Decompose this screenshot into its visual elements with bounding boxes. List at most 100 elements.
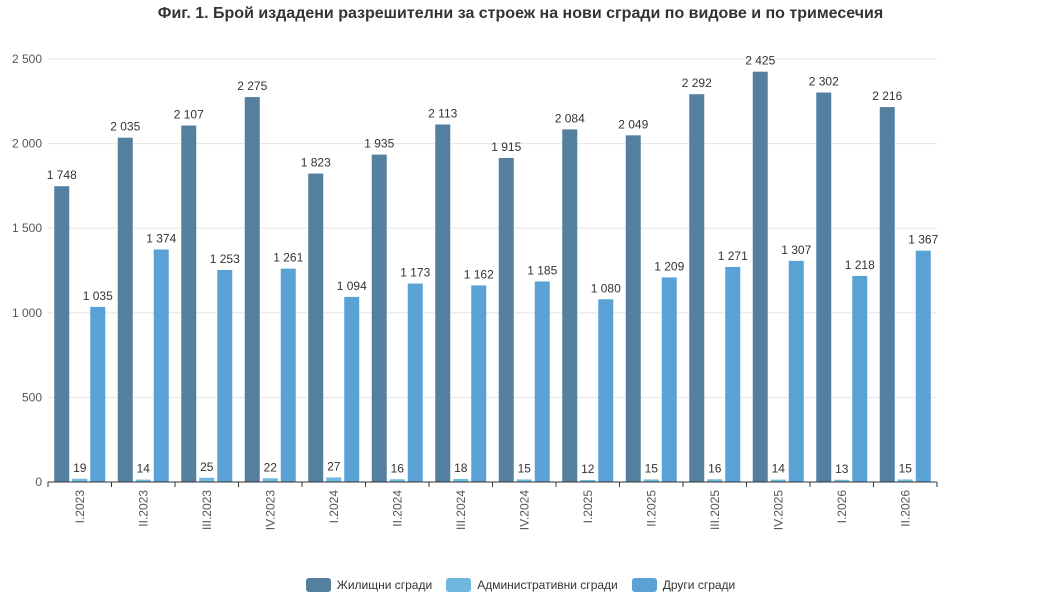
bar[interactable] — [562, 129, 578, 482]
data-label: 1 748 — [47, 168, 77, 182]
bar[interactable] — [217, 269, 233, 482]
legend-item[interactable]: Други сгради — [631, 578, 736, 592]
x-tick-label: I.2025 — [581, 490, 595, 524]
bar[interactable] — [389, 479, 405, 482]
bar[interactable] — [534, 281, 550, 482]
x-tick-label: III.2025 — [708, 490, 722, 530]
bar[interactable] — [407, 283, 423, 482]
bar[interactable] — [788, 260, 804, 482]
bar[interactable] — [435, 124, 451, 482]
x-tick-label: I.2026 — [835, 490, 849, 524]
bar[interactable] — [72, 478, 88, 482]
legend-item[interactable]: Административни сгради — [446, 578, 618, 592]
data-label: 16 — [391, 461, 405, 475]
data-label: 2 113 — [428, 106, 457, 120]
data-label: 1 367 — [908, 233, 938, 247]
bar[interactable] — [471, 285, 487, 482]
data-label: 15 — [518, 461, 532, 475]
bar[interactable] — [371, 154, 387, 482]
bar[interactable] — [199, 477, 215, 482]
data-label: 14 — [772, 462, 786, 476]
bar[interactable] — [308, 173, 324, 482]
x-tick-label: III.2023 — [200, 490, 214, 530]
bar[interactable] — [54, 186, 70, 482]
data-label: 1 209 — [654, 259, 684, 273]
data-label: 1 261 — [273, 251, 303, 265]
y-tick-label: 2 500 — [12, 52, 42, 66]
x-tick-label: IV.2024 — [517, 490, 531, 531]
bar[interactable] — [879, 107, 895, 483]
bar[interactable] — [90, 306, 106, 482]
data-label: 1 185 — [527, 263, 557, 277]
bar[interactable] — [689, 94, 705, 482]
bar[interactable] — [834, 479, 850, 482]
y-tick-label: 500 — [22, 390, 42, 404]
data-label: 12 — [581, 462, 595, 476]
bar[interactable] — [262, 478, 278, 482]
data-label: 1 935 — [364, 137, 394, 151]
bar[interactable] — [181, 125, 197, 482]
x-tick-label: II.2024 — [390, 490, 404, 527]
bar[interactable] — [326, 477, 342, 482]
bar[interactable] — [453, 478, 469, 482]
data-label: 14 — [137, 462, 151, 476]
bar[interactable] — [598, 299, 614, 482]
legend: Жилищни сгради Административни сгради Друг… — [0, 578, 1041, 592]
x-tick-label: I.2024 — [327, 490, 341, 524]
data-label: 1 307 — [781, 243, 811, 257]
data-label: 1 253 — [210, 252, 240, 266]
bar[interactable] — [580, 479, 596, 482]
bar[interactable] — [816, 92, 832, 483]
data-label: 13 — [835, 462, 849, 476]
x-tick-label: II.2025 — [644, 490, 658, 527]
bars — [54, 71, 931, 483]
data-label: 2 107 — [174, 107, 204, 121]
bar[interactable] — [852, 275, 868, 482]
bar[interactable] — [516, 479, 532, 482]
bar[interactable] — [153, 249, 169, 482]
y-tick-label: 1 500 — [12, 221, 42, 235]
data-label: 2 425 — [745, 54, 775, 68]
bar[interactable] — [770, 479, 786, 482]
legend-item[interactable]: Жилищни сгради — [305, 578, 433, 592]
data-label: 19 — [73, 461, 87, 475]
data-labels: 1 748 2 035 2 107 2 275 1 823 1 935 2 113 1 915… — [47, 54, 939, 476]
legend-label: Жилищни сгради — [336, 578, 433, 592]
legend-label: Административни сгради — [477, 578, 618, 592]
bar[interactable] — [135, 479, 151, 482]
data-label: 25 — [200, 460, 214, 474]
x-tick-label: II.2026 — [898, 490, 912, 527]
x-tick-label: II.2023 — [136, 490, 150, 527]
x-tick-label: I.2023 — [73, 490, 87, 524]
bar[interactable] — [661, 277, 677, 482]
bar[interactable] — [725, 266, 741, 482]
data-label: 1 374 — [146, 232, 176, 246]
legend-label: Други сгради — [662, 578, 736, 592]
data-label: 1 271 — [718, 249, 748, 263]
bar[interactable] — [344, 296, 360, 482]
data-label: 1 080 — [591, 281, 621, 295]
bar[interactable] — [643, 479, 659, 482]
data-label: 16 — [708, 461, 722, 475]
data-label: 2 035 — [110, 120, 140, 134]
x-tick-label: IV.2023 — [263, 490, 277, 531]
data-label: 27 — [327, 459, 341, 473]
bar[interactable] — [498, 157, 514, 482]
bar[interactable] — [280, 268, 296, 482]
data-label: 2 084 — [555, 111, 585, 125]
bar[interactable] — [625, 135, 641, 482]
x-tick-label: III.2024 — [454, 490, 468, 530]
bar[interactable] — [897, 479, 913, 482]
data-label: 1 035 — [83, 289, 113, 303]
bar[interactable] — [244, 97, 260, 482]
data-label: 18 — [454, 461, 468, 475]
y-tick-label: 2 000 — [12, 137, 42, 151]
bar[interactable] — [117, 137, 133, 483]
bar[interactable] — [915, 250, 931, 482]
bar[interactable] — [752, 71, 768, 482]
data-label: 1 173 — [400, 266, 430, 280]
data-label: 22 — [264, 460, 278, 474]
data-label: 2 292 — [682, 76, 712, 90]
data-label: 1 915 — [491, 140, 521, 154]
bar[interactable] — [707, 479, 723, 482]
